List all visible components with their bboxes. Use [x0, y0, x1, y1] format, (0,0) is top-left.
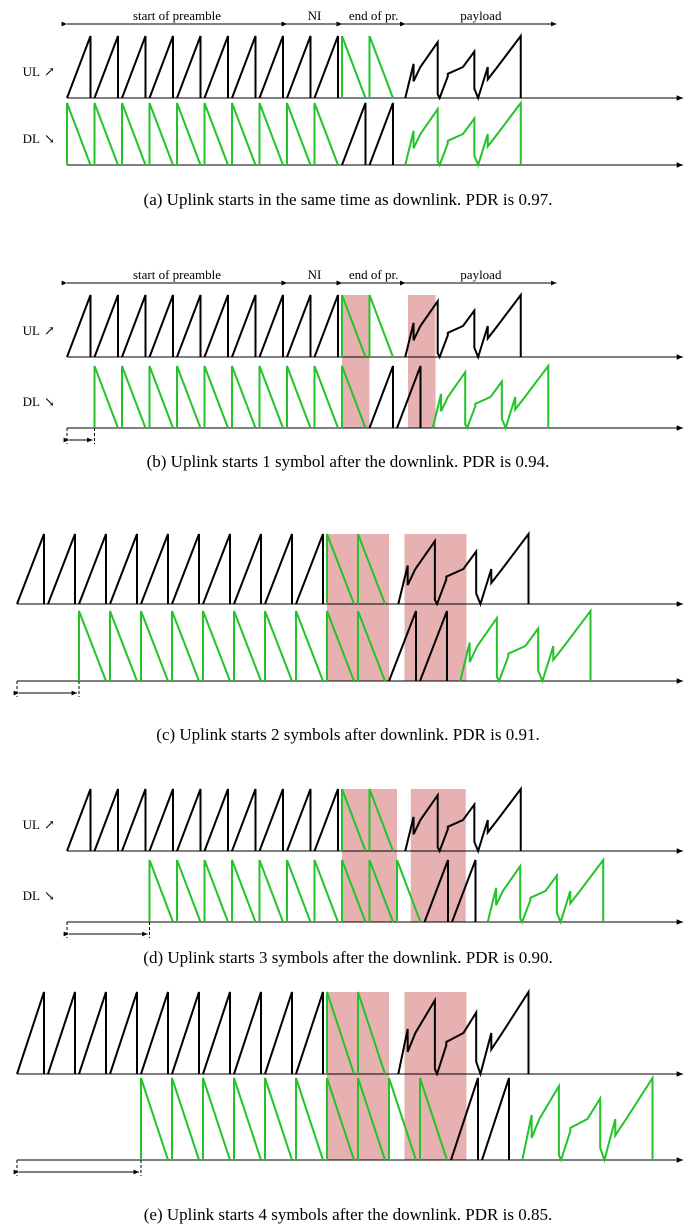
caption-a: (a) Uplink starts in the same time as do…	[144, 190, 553, 209]
uplink-arrow-icon-b: ↗	[44, 323, 55, 338]
uplink-end-of-preamble-d	[341, 788, 394, 852]
downlink-end-of-preamble-a	[341, 102, 394, 166]
downlink-preamble-a	[66, 102, 339, 166]
downlink-end-of-preamble-c	[388, 610, 448, 682]
uplink-end-of-preamble-c	[326, 533, 386, 605]
uplink-preamble-e	[16, 991, 324, 1075]
uplink-row-label-d: UL	[23, 817, 40, 832]
downlink-row-label-a: DL	[23, 131, 40, 146]
panel-b: start of preamble NI end of pr. payload UL ↗ D…	[23, 267, 683, 471]
downlink-payload-a	[404, 100, 522, 168]
downlink-arrow-icon-b: ↘	[44, 394, 55, 409]
uplink-arrow-icon-a: ↗	[44, 64, 55, 79]
collision-region-1-b	[342, 295, 370, 428]
uplink-row-label-b: UL	[23, 323, 40, 338]
uplink-payload-d	[404, 786, 522, 854]
downlink-end-of-preamble-e	[450, 1077, 510, 1161]
end-of-preamble-label-b: end of pr.	[349, 267, 398, 282]
uplink-payload-b	[404, 292, 522, 360]
downlink-preamble-c	[78, 610, 386, 682]
downlink-preamble-d	[148, 859, 422, 923]
caption-e: (e) Uplink starts 4 symbols after the do…	[144, 1205, 552, 1224]
payload-label-a: payload	[460, 8, 502, 23]
downlink-preamble-b	[93, 365, 367, 429]
caption-c: (c) Uplink starts 2 symbols after downli…	[156, 725, 539, 744]
payload-label-b: payload	[460, 267, 502, 282]
downlink-preamble-e	[140, 1077, 448, 1161]
panel-a: start of preamble NI end of pr. payload UL ↗ D…	[23, 8, 683, 209]
downlink-payload-d	[486, 857, 605, 925]
downlink-payload-e	[521, 1074, 654, 1164]
uplink-preamble-b	[66, 294, 339, 358]
downlink-row-label-b: DL	[23, 394, 40, 409]
downlink-payload-c	[459, 608, 592, 684]
downlink-end-of-preamble-b	[368, 365, 422, 429]
caption-d: (d) Uplink starts 3 symbols after the do…	[143, 948, 552, 967]
downlink-arrow-icon-a: ↘	[44, 131, 55, 146]
start-of-preamble-label-a: start of preamble	[133, 8, 221, 23]
start-of-preamble-label-b: start of preamble	[133, 267, 221, 282]
uplink-preamble-a	[66, 35, 339, 99]
uplink-payload-e	[397, 988, 530, 1078]
panel-d: UL ↗ DL ↘ (d) Uplink starts 3 symbols after …	[23, 786, 683, 967]
downlink-end-of-preamble-d	[423, 859, 477, 923]
uplink-end-of-preamble-b	[341, 294, 394, 358]
uplink-arrow-icon-d: ↗	[44, 817, 55, 832]
uplink-end-of-preamble-a	[341, 35, 394, 99]
collision-region-2-b	[408, 295, 436, 428]
uplink-payload-a	[404, 33, 522, 101]
end-of-preamble-label-a: end of pr.	[349, 8, 398, 23]
caption-b: (b) Uplink starts 1 symbol after the dow…	[147, 452, 550, 471]
uplink-row-label-a: UL	[23, 64, 40, 79]
uplink-end-of-preamble-e	[326, 991, 386, 1075]
panel-e: (e) Uplink starts 4 symbols after the do…	[13, 988, 683, 1224]
downlink-arrow-icon-d: ↘	[44, 888, 55, 903]
uplink-payload-c	[397, 531, 530, 607]
downlink-payload-b	[431, 363, 550, 431]
panel-c: (c) Uplink starts 2 symbols after downli…	[13, 531, 683, 744]
uplink-preamble-d	[66, 788, 339, 852]
uplink-preamble-c	[16, 533, 324, 605]
ni-label-b: NI	[308, 267, 322, 282]
ni-label-a: NI	[308, 8, 322, 23]
downlink-row-label-d: DL	[23, 888, 40, 903]
